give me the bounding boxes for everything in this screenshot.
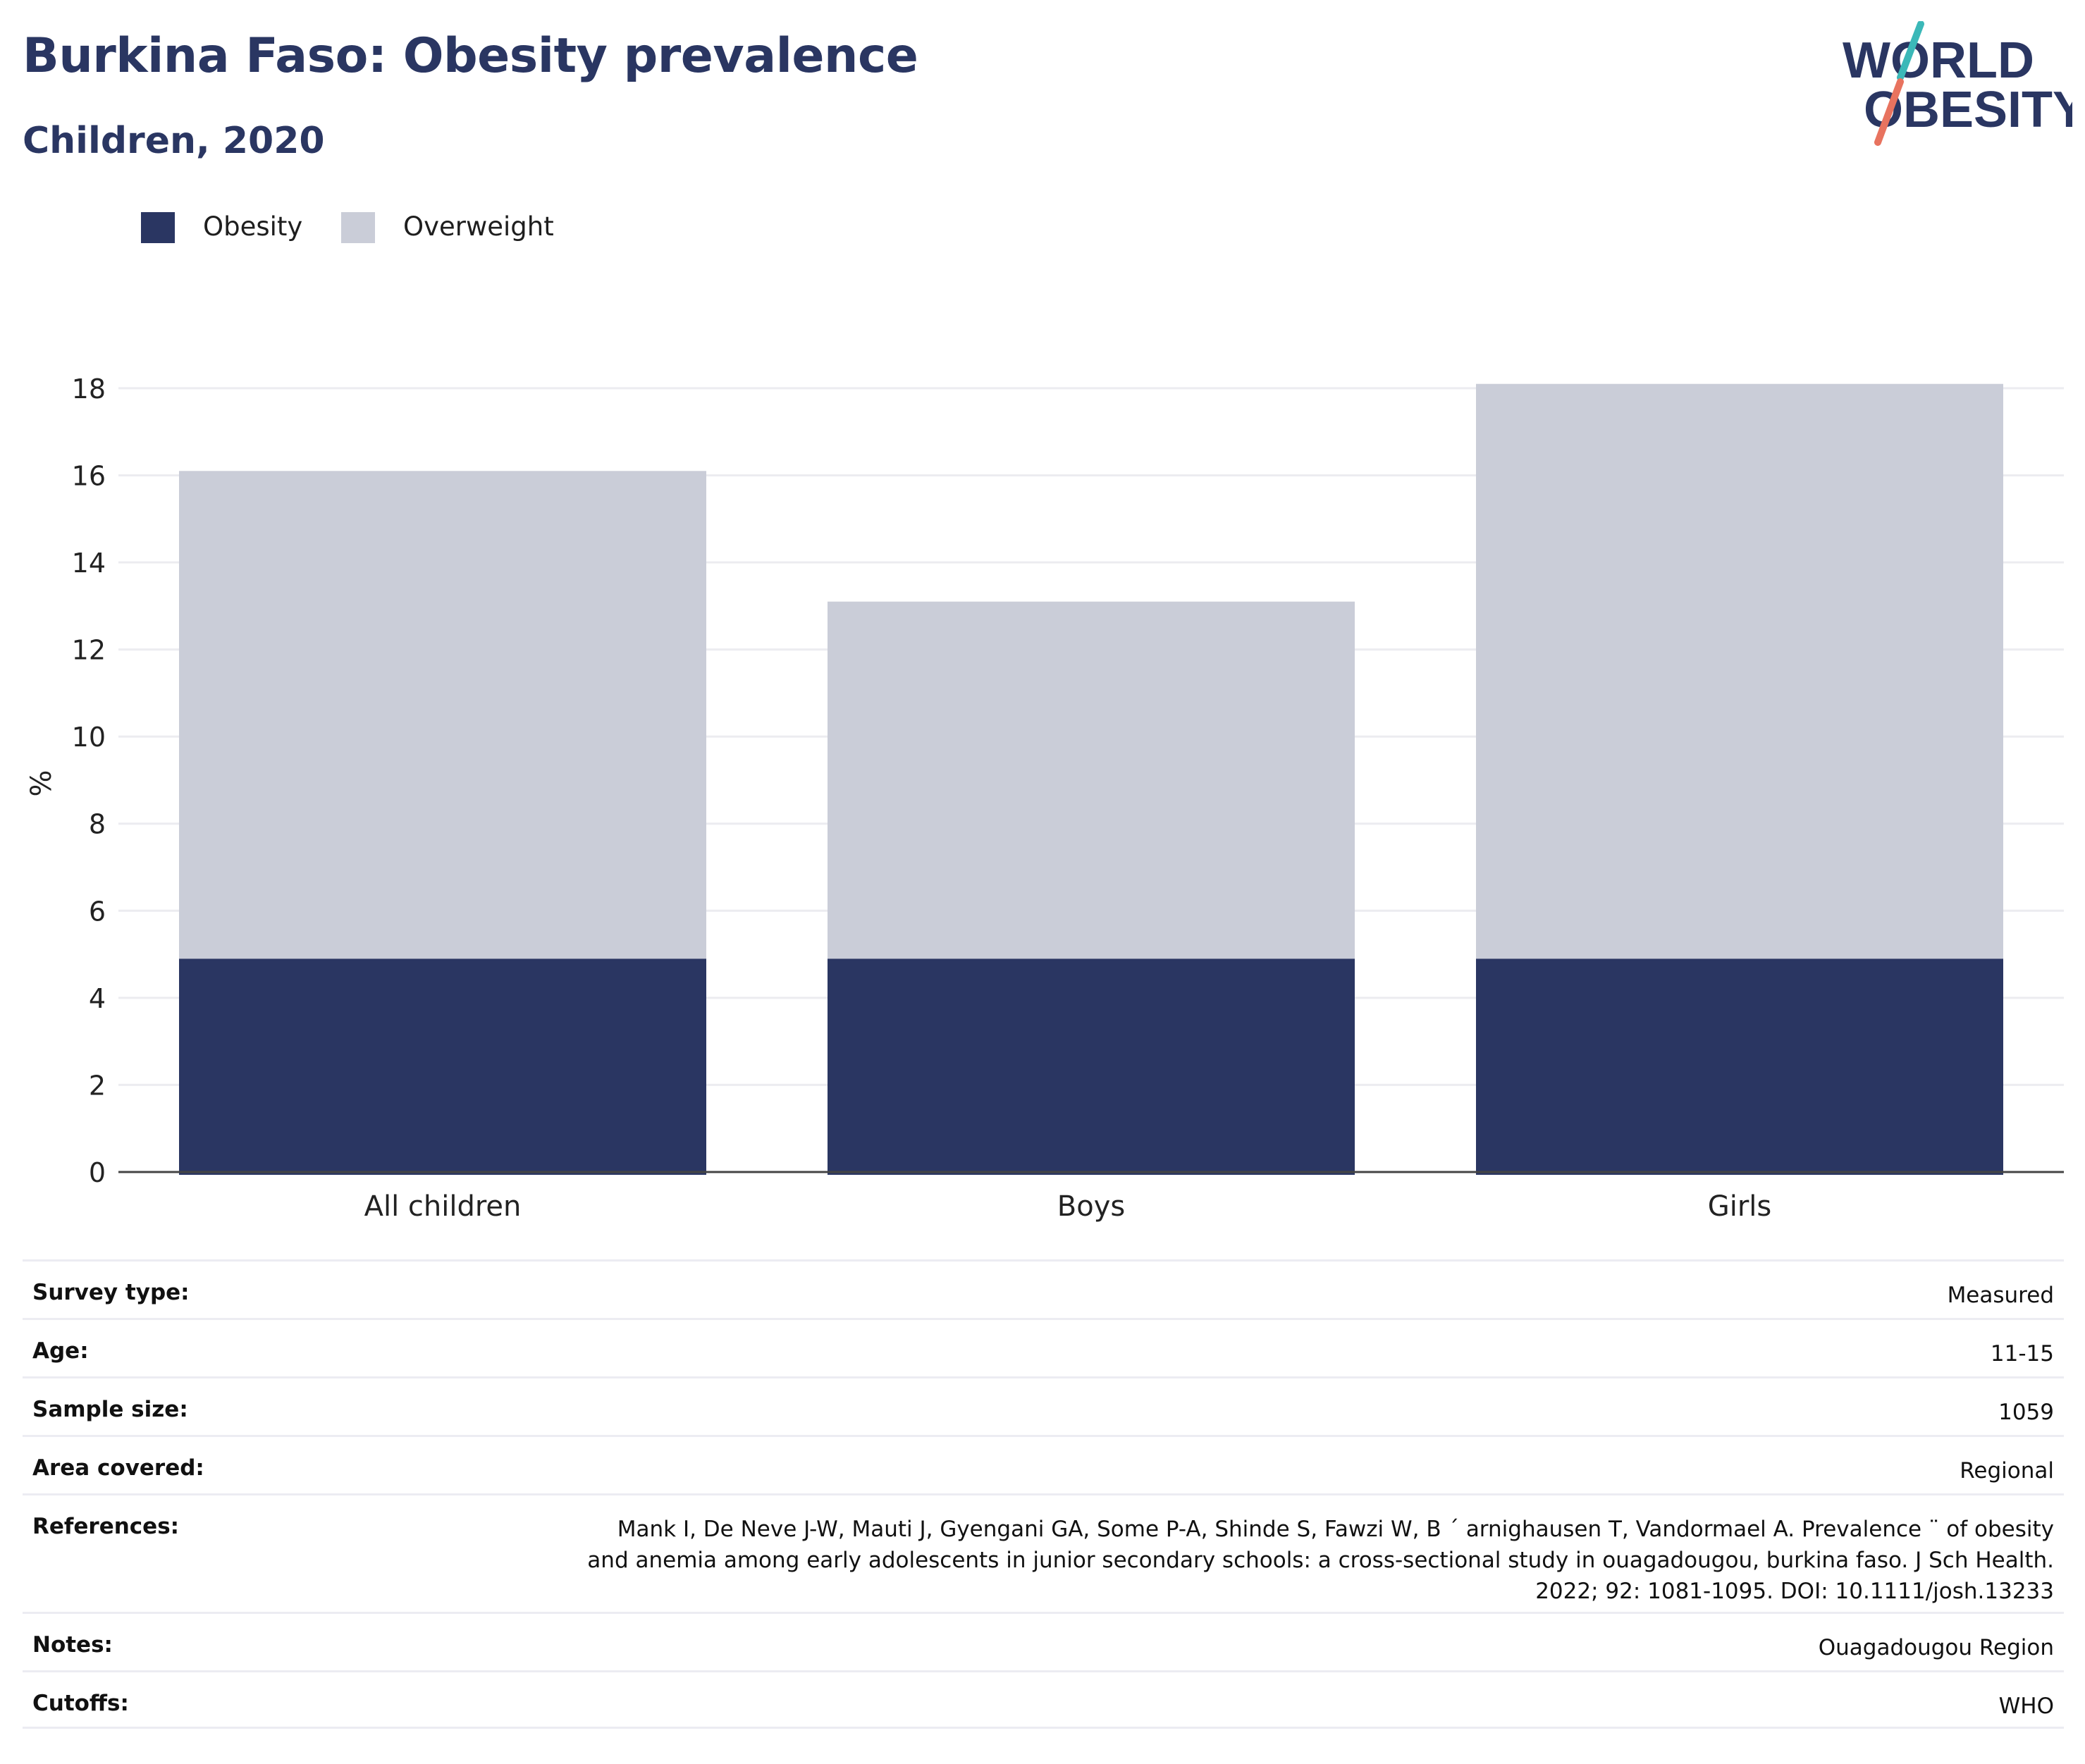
y-tick-label: 8 <box>89 809 106 840</box>
info-value: Ouagadougou Region <box>1818 1635 2054 1660</box>
y-tick-label: 2 <box>89 1070 106 1101</box>
y-tick-label: 18 <box>72 374 106 405</box>
info-row-survey-type: Survey type: Measured <box>23 1259 2064 1318</box>
y-tick-label: 4 <box>89 983 106 1014</box>
survey-info-table: Survey type: Measured Age: 11-15 Sample … <box>23 1259 2064 1729</box>
stacked-bar-chart: 0 2 4 6 8 10 12 14 16 18 All children Boys Girls % <box>25 374 2064 1223</box>
info-key: Age: <box>32 1338 89 1364</box>
info-key: Notes: <box>32 1632 113 1658</box>
info-row-area-covered: Area covered: Regional <box>23 1435 2064 1493</box>
info-row-cutoffs: Cutoffs: WHO <box>23 1670 2064 1729</box>
bar-obesity-boys <box>828 958 1355 1175</box>
y-tick-label: 6 <box>89 896 106 927</box>
info-key: Sample size: <box>32 1397 188 1422</box>
page-subtitle: Children, 2020 <box>23 120 325 162</box>
info-value: Mank I, De Neve J-W, Mauti J, Gyengani G… <box>587 1517 2054 1604</box>
x-tick-labels: All children Boys Girls <box>364 1190 1772 1223</box>
info-value: WHO <box>1998 1694 2054 1719</box>
x-tick-label: All children <box>364 1190 522 1223</box>
bar-overweight-boys <box>828 601 1355 959</box>
y-tick-label: 14 <box>72 548 106 579</box>
world-obesity-logo: WORLD OBESITY <box>1843 21 2072 146</box>
legend-swatch-overweight <box>341 212 375 243</box>
bar-obesity-all-children <box>179 958 706 1175</box>
info-row-sample-size: Sample size: 1059 <box>23 1376 2064 1435</box>
legend-label-obesity: Obesity <box>203 211 303 242</box>
info-key: Area covered: <box>32 1455 204 1481</box>
info-row-notes: Notes: Ouagadougou Region <box>23 1612 2064 1670</box>
logo-slash-teal <box>1897 21 1924 81</box>
y-tick-label: 16 <box>72 460 106 491</box>
info-value: Regional <box>1960 1458 2054 1484</box>
x-tick-label: Girls <box>1708 1190 1772 1223</box>
page-title: Burkina Faso: Obesity prevalence <box>23 28 918 84</box>
y-tick-label: 10 <box>72 722 106 753</box>
bar-overweight-all-children <box>179 471 706 959</box>
y-tick-labels: 0 2 4 6 8 10 12 14 16 18 <box>72 374 106 1188</box>
info-key: References: <box>32 1514 180 1539</box>
bar-overweight-girls <box>1476 383 2003 959</box>
legend-label-overweight: Overweight <box>403 211 554 242</box>
info-key: Cutoffs: <box>32 1691 129 1716</box>
info-value: 11-15 <box>1990 1341 2054 1367</box>
info-value: Measured <box>1947 1283 2054 1308</box>
y-axis-label: % <box>25 770 58 796</box>
logo-slash-coral <box>1874 78 1904 146</box>
bars <box>179 383 2003 1175</box>
info-row-age: Age: 11-15 <box>23 1318 2064 1376</box>
x-tick-label: Boys <box>1057 1190 1125 1223</box>
logo-line-1: WORLD <box>1843 32 2034 89</box>
info-value: 1059 <box>1998 1400 2054 1425</box>
legend-swatch-obesity <box>141 212 175 243</box>
y-tick-label: 12 <box>72 635 106 666</box>
bar-obesity-girls <box>1476 958 2003 1175</box>
info-key: Survey type: <box>32 1280 190 1305</box>
info-row-references: References: Mank I, De Neve J-W, Mauti J… <box>23 1493 2064 1612</box>
y-tick-label: 0 <box>89 1157 106 1188</box>
